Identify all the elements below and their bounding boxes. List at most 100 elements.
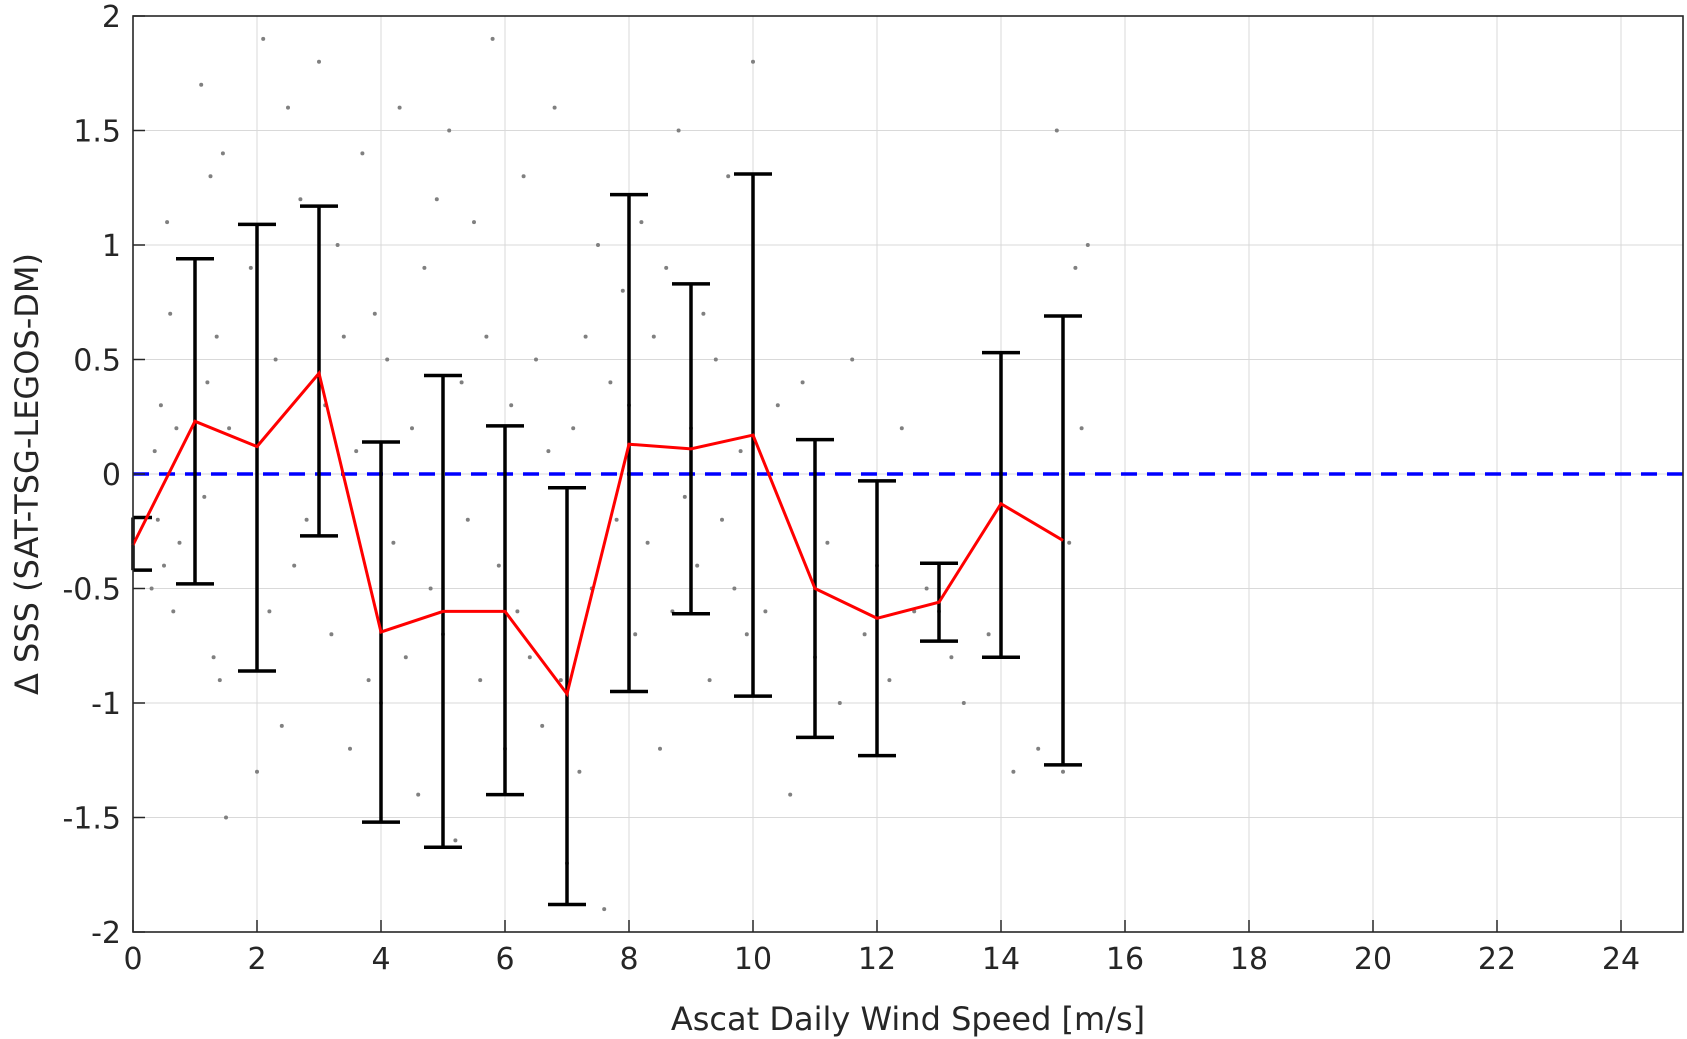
x-tick-label: 10	[734, 942, 772, 977]
scatter-point	[366, 678, 371, 683]
scatter-point	[267, 609, 272, 614]
scatter-point	[825, 540, 830, 545]
scatter-point	[608, 380, 613, 385]
scatter-point	[676, 128, 681, 133]
scatter-point	[205, 380, 210, 385]
scatter-point	[217, 678, 222, 683]
scatter-point	[527, 655, 532, 660]
scatter-point	[837, 701, 842, 705]
scatter-point	[720, 517, 724, 522]
y-tick-label: 1.5	[73, 115, 121, 150]
scatter-point	[515, 609, 520, 614]
scatter-point	[428, 586, 433, 591]
scatter-point	[1061, 769, 1065, 774]
scatter-point	[211, 655, 216, 660]
scatter-point	[202, 494, 207, 499]
scatter-point	[658, 746, 662, 751]
scatter-point	[1036, 746, 1041, 751]
scatter-point	[534, 357, 538, 362]
scatter-point	[214, 334, 219, 339]
scatter-point	[158, 403, 163, 408]
scatter-point	[645, 540, 650, 545]
scatter-point	[273, 357, 278, 362]
scatter-point	[422, 265, 427, 270]
scatter-point	[453, 838, 458, 843]
scatter-point	[354, 449, 359, 454]
scatter-point	[165, 220, 170, 225]
scatter-point	[162, 563, 166, 568]
scatter-point	[744, 632, 749, 637]
scatter-point	[490, 36, 495, 41]
x-axis-title: Ascat Daily Wind Speed [m/s]	[671, 1000, 1145, 1038]
mean-line	[131, 370, 1064, 698]
scatter-point	[279, 723, 284, 728]
scatter-point	[682, 494, 687, 499]
y-tick-label: 0	[102, 458, 121, 493]
scatter-point	[701, 311, 706, 316]
y-axis-title: Δ SSS (SAT-TSG-LEGOS-DM)	[8, 253, 46, 695]
error-bar	[1044, 314, 1082, 767]
scatter-point	[208, 174, 213, 179]
scatter-point	[174, 426, 179, 431]
x-tick-label: 12	[858, 942, 896, 977]
scatter-point	[695, 563, 700, 568]
scatter-point	[292, 563, 297, 568]
x-tick-label: 22	[1478, 942, 1516, 977]
x-tick-label: 6	[495, 942, 514, 977]
scatter-point	[558, 678, 563, 683]
x-tick-label: 14	[982, 942, 1020, 977]
y-tick-label: 1	[102, 229, 121, 264]
scatter-point	[434, 197, 439, 202]
y-tick-label: 2	[102, 0, 121, 35]
scatter-point	[341, 334, 346, 339]
scatter-point	[1054, 128, 1059, 133]
scatter-point	[286, 105, 290, 110]
x-tick-label: 18	[1230, 942, 1268, 977]
scatter-point	[738, 449, 743, 454]
scatter-point	[171, 609, 176, 614]
scatter-point	[465, 517, 470, 522]
scatter-point	[224, 815, 228, 820]
scatter-point	[227, 426, 232, 431]
scatter-point	[416, 792, 421, 797]
scatter-point	[546, 449, 551, 454]
scatter-point	[788, 792, 793, 797]
x-axis-ticks: 0 2 4 6 8 10 12 14 16 18 20 22 24	[123, 920, 1640, 977]
scatter-point	[664, 265, 669, 270]
scatter-point	[862, 632, 867, 637]
scatter-point	[410, 426, 414, 431]
scatter-point	[986, 632, 991, 637]
scatter-point	[540, 723, 545, 728]
scatter-point	[751, 59, 755, 64]
scatter-point	[726, 174, 731, 179]
y-tick-label: -1	[91, 687, 121, 722]
scatter-point	[924, 586, 929, 591]
scatter-point	[763, 609, 768, 614]
scatter-point	[639, 220, 644, 225]
scatter-point	[602, 907, 607, 912]
scatter-point	[521, 174, 526, 179]
scatter-point	[1067, 540, 1072, 545]
scatter-point	[372, 311, 377, 316]
scatter-point	[596, 243, 600, 247]
scatter-point	[850, 357, 855, 362]
scatter-point	[391, 540, 396, 545]
x-tick-label: 24	[1602, 942, 1640, 977]
scatter-point	[199, 82, 204, 87]
scatter-point	[397, 105, 402, 110]
scatter-point	[459, 380, 464, 385]
scatter-point	[614, 517, 619, 522]
scatter-point	[775, 403, 780, 408]
scatter-point	[577, 769, 582, 774]
scatter-point	[651, 334, 656, 339]
scatter-point	[403, 655, 408, 660]
scatter-point	[1011, 769, 1016, 774]
scatter-point	[949, 655, 954, 660]
x-tick-label: 16	[1106, 942, 1144, 977]
scatter-point	[509, 403, 514, 408]
y-tick-label: -0.5	[62, 573, 121, 608]
scatter-point	[1073, 265, 1078, 270]
scatter-point	[1079, 426, 1084, 431]
